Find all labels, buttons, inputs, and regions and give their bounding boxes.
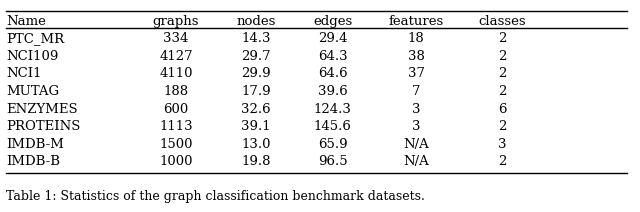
Text: NCI1: NCI1 <box>6 67 42 81</box>
Text: 2: 2 <box>498 155 507 169</box>
Text: 32.6: 32.6 <box>241 103 271 116</box>
Text: 13.0: 13.0 <box>241 138 271 151</box>
Text: PTC_MR: PTC_MR <box>6 32 65 45</box>
Text: 37: 37 <box>408 67 424 81</box>
Text: 29.7: 29.7 <box>241 50 271 63</box>
Text: 19.8: 19.8 <box>241 155 271 169</box>
Text: N/A: N/A <box>403 155 429 169</box>
Text: 64.3: 64.3 <box>318 50 348 63</box>
Text: MUTAG: MUTAG <box>6 85 60 98</box>
Text: IMDB-M: IMDB-M <box>6 138 64 151</box>
Text: edges: edges <box>313 15 353 28</box>
Text: 18: 18 <box>408 32 424 45</box>
Text: 600: 600 <box>163 103 189 116</box>
Text: 334: 334 <box>163 32 189 45</box>
Text: PROTEINS: PROTEINS <box>6 120 81 133</box>
Text: 2: 2 <box>498 32 507 45</box>
Text: features: features <box>388 15 444 28</box>
Text: 4110: 4110 <box>159 67 193 81</box>
Text: ENZYMES: ENZYMES <box>6 103 78 116</box>
Text: graphs: graphs <box>153 15 199 28</box>
Text: 3: 3 <box>412 120 420 133</box>
Text: 145.6: 145.6 <box>314 120 352 133</box>
Text: 6: 6 <box>498 103 507 116</box>
Text: 2: 2 <box>498 120 507 133</box>
Text: 29.4: 29.4 <box>318 32 348 45</box>
Text: 17.9: 17.9 <box>241 85 271 98</box>
Text: 7: 7 <box>412 85 420 98</box>
Text: 1500: 1500 <box>159 138 193 151</box>
Text: nodes: nodes <box>236 15 276 28</box>
Text: 3: 3 <box>412 103 420 116</box>
Text: Table 1: Statistics of the graph classification benchmark datasets.: Table 1: Statistics of the graph classif… <box>6 190 425 203</box>
Text: IMDB-B: IMDB-B <box>6 155 60 169</box>
Text: 3: 3 <box>498 138 507 151</box>
Text: 39.1: 39.1 <box>241 120 271 133</box>
Text: 96.5: 96.5 <box>318 155 348 169</box>
Text: 2: 2 <box>498 85 507 98</box>
Text: 14.3: 14.3 <box>241 32 271 45</box>
Text: 124.3: 124.3 <box>314 103 352 116</box>
Text: N/A: N/A <box>403 138 429 151</box>
Text: NCI109: NCI109 <box>6 50 59 63</box>
Text: 29.9: 29.9 <box>241 67 271 81</box>
Text: Name: Name <box>6 15 46 28</box>
Text: 4127: 4127 <box>159 50 193 63</box>
Text: 64.6: 64.6 <box>318 67 348 81</box>
Text: 65.9: 65.9 <box>318 138 348 151</box>
Text: 2: 2 <box>498 50 507 63</box>
Text: classes: classes <box>479 15 526 28</box>
Text: 38: 38 <box>408 50 424 63</box>
Text: 188: 188 <box>163 85 189 98</box>
Text: 1113: 1113 <box>159 120 193 133</box>
Text: 2: 2 <box>498 67 507 81</box>
Text: 1000: 1000 <box>159 155 193 169</box>
Text: 39.6: 39.6 <box>318 85 348 98</box>
